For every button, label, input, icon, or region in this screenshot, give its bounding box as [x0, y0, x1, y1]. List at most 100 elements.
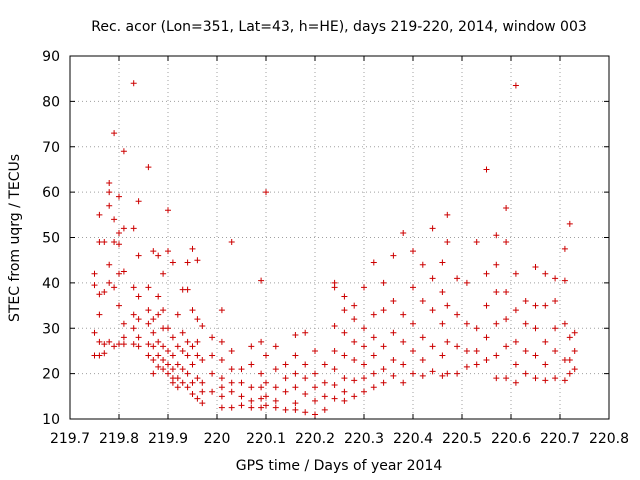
data-point	[116, 229, 122, 236]
data-point	[302, 409, 309, 416]
data-point	[120, 225, 127, 232]
data-point	[312, 384, 318, 391]
data-point	[106, 180, 113, 187]
data-point	[135, 293, 142, 300]
data-point	[179, 347, 186, 354]
data-point	[189, 307, 196, 314]
data-point	[189, 379, 196, 386]
data-point	[169, 334, 176, 341]
data-point	[111, 239, 118, 246]
data-point	[238, 379, 245, 386]
data-point	[454, 370, 461, 377]
data-point	[351, 357, 358, 364]
data-point	[321, 393, 328, 400]
data-point	[238, 366, 245, 373]
data-point	[209, 370, 216, 377]
data-point	[571, 347, 578, 354]
data-point	[130, 325, 137, 332]
data-point	[160, 366, 167, 373]
data-point	[361, 325, 367, 332]
data-point	[160, 357, 167, 364]
data-point	[341, 352, 348, 359]
data-point	[155, 293, 162, 300]
data-point	[238, 402, 245, 409]
data-point	[532, 352, 539, 359]
data-point	[282, 406, 289, 413]
data-point	[532, 375, 539, 382]
data-point	[552, 325, 559, 332]
data-point	[248, 397, 255, 404]
data-point	[410, 347, 416, 354]
data-point	[361, 388, 367, 395]
data-point	[116, 270, 122, 277]
data-point	[561, 277, 568, 284]
data-point	[473, 347, 480, 354]
data-point	[120, 341, 127, 348]
data-point	[150, 316, 157, 323]
data-point	[91, 270, 98, 277]
data-point	[361, 284, 367, 291]
data-point	[96, 291, 103, 298]
data-point	[169, 259, 176, 266]
data-point	[179, 329, 186, 336]
data-point	[282, 361, 289, 368]
data-point	[483, 166, 490, 173]
data-point	[282, 388, 289, 395]
data-point	[91, 329, 98, 336]
data-point	[130, 341, 137, 348]
data-point	[473, 239, 480, 246]
data-point	[542, 302, 549, 309]
data-point	[302, 361, 309, 368]
data-point	[380, 343, 387, 350]
data-point	[194, 375, 201, 382]
data-point	[184, 370, 191, 377]
data-point	[444, 302, 451, 309]
data-point	[258, 277, 265, 284]
data-point	[184, 338, 191, 345]
data-point	[106, 338, 113, 345]
data-point	[101, 239, 108, 246]
data-point	[439, 320, 446, 327]
data-point	[292, 400, 299, 407]
data-point	[312, 347, 318, 354]
data-point	[228, 404, 235, 411]
data-point	[165, 347, 171, 354]
data-point	[174, 343, 181, 350]
data-point	[351, 316, 358, 323]
data-point	[321, 406, 328, 413]
data-points	[91, 80, 578, 418]
data-point	[218, 393, 225, 400]
data-point	[228, 239, 235, 246]
data-point	[174, 375, 181, 382]
data-point	[503, 288, 510, 295]
data-point	[120, 334, 127, 341]
data-point	[410, 370, 416, 377]
data-point	[272, 343, 279, 350]
data-point	[532, 263, 539, 270]
x-tick-label: 220.6	[491, 431, 531, 447]
data-point	[380, 307, 387, 314]
data-point	[96, 211, 103, 218]
data-point	[228, 379, 235, 386]
data-point	[248, 404, 255, 411]
data-point	[150, 343, 157, 350]
data-point	[120, 268, 127, 275]
data-point	[419, 357, 426, 364]
data-point	[351, 338, 358, 345]
data-point	[258, 395, 265, 402]
data-point	[512, 82, 519, 89]
data-point	[165, 361, 171, 368]
y-tick-label: 90	[42, 49, 60, 65]
data-point	[419, 372, 426, 379]
data-point	[160, 343, 167, 350]
data-point	[493, 375, 500, 382]
data-point	[194, 316, 201, 323]
data-point	[341, 375, 348, 382]
data-point	[101, 341, 108, 348]
y-tick-label: 80	[42, 94, 60, 110]
data-point	[228, 366, 235, 373]
data-point	[155, 311, 162, 318]
data-point	[150, 357, 157, 364]
data-point	[400, 311, 407, 318]
data-point	[419, 298, 426, 305]
